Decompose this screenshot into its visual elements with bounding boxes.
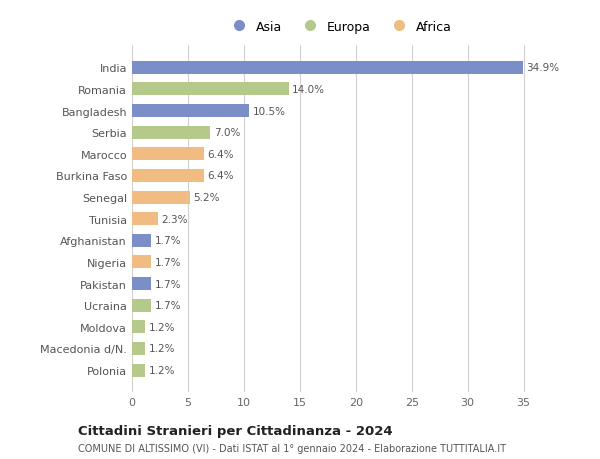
Text: 1.7%: 1.7% [154,236,181,246]
Bar [132,277,151,291]
Bar [132,342,145,355]
Bar [132,320,145,334]
Text: 6.4%: 6.4% [207,171,233,181]
Text: 34.9%: 34.9% [526,63,559,73]
Text: 5.2%: 5.2% [194,193,220,202]
Text: 1.2%: 1.2% [149,344,175,353]
Text: 6.4%: 6.4% [207,150,233,159]
Text: 1.7%: 1.7% [154,257,181,267]
Text: 1.7%: 1.7% [154,301,181,310]
Bar [132,299,151,312]
Text: 7.0%: 7.0% [214,128,240,138]
Bar [132,83,289,96]
Text: 1.7%: 1.7% [154,279,181,289]
Text: 1.2%: 1.2% [149,322,175,332]
Bar [132,105,250,118]
Text: 2.3%: 2.3% [161,214,188,224]
Bar [132,62,523,75]
Bar [132,364,145,377]
Bar [132,148,203,161]
Bar [132,126,211,140]
Bar [132,191,190,204]
Bar [132,169,203,183]
Text: 1.2%: 1.2% [149,365,175,375]
Text: 14.0%: 14.0% [292,85,325,95]
Bar [132,256,151,269]
Bar [132,234,151,247]
Text: COMUNE DI ALTISSIMO (VI) - Dati ISTAT al 1° gennaio 2024 - Elaborazione TUTTITAL: COMUNE DI ALTISSIMO (VI) - Dati ISTAT al… [78,443,506,453]
Bar [132,213,158,226]
Text: 10.5%: 10.5% [253,106,286,116]
Legend: Asia, Europa, Africa: Asia, Europa, Africa [221,16,457,39]
Text: Cittadini Stranieri per Cittadinanza - 2024: Cittadini Stranieri per Cittadinanza - 2… [78,424,392,437]
